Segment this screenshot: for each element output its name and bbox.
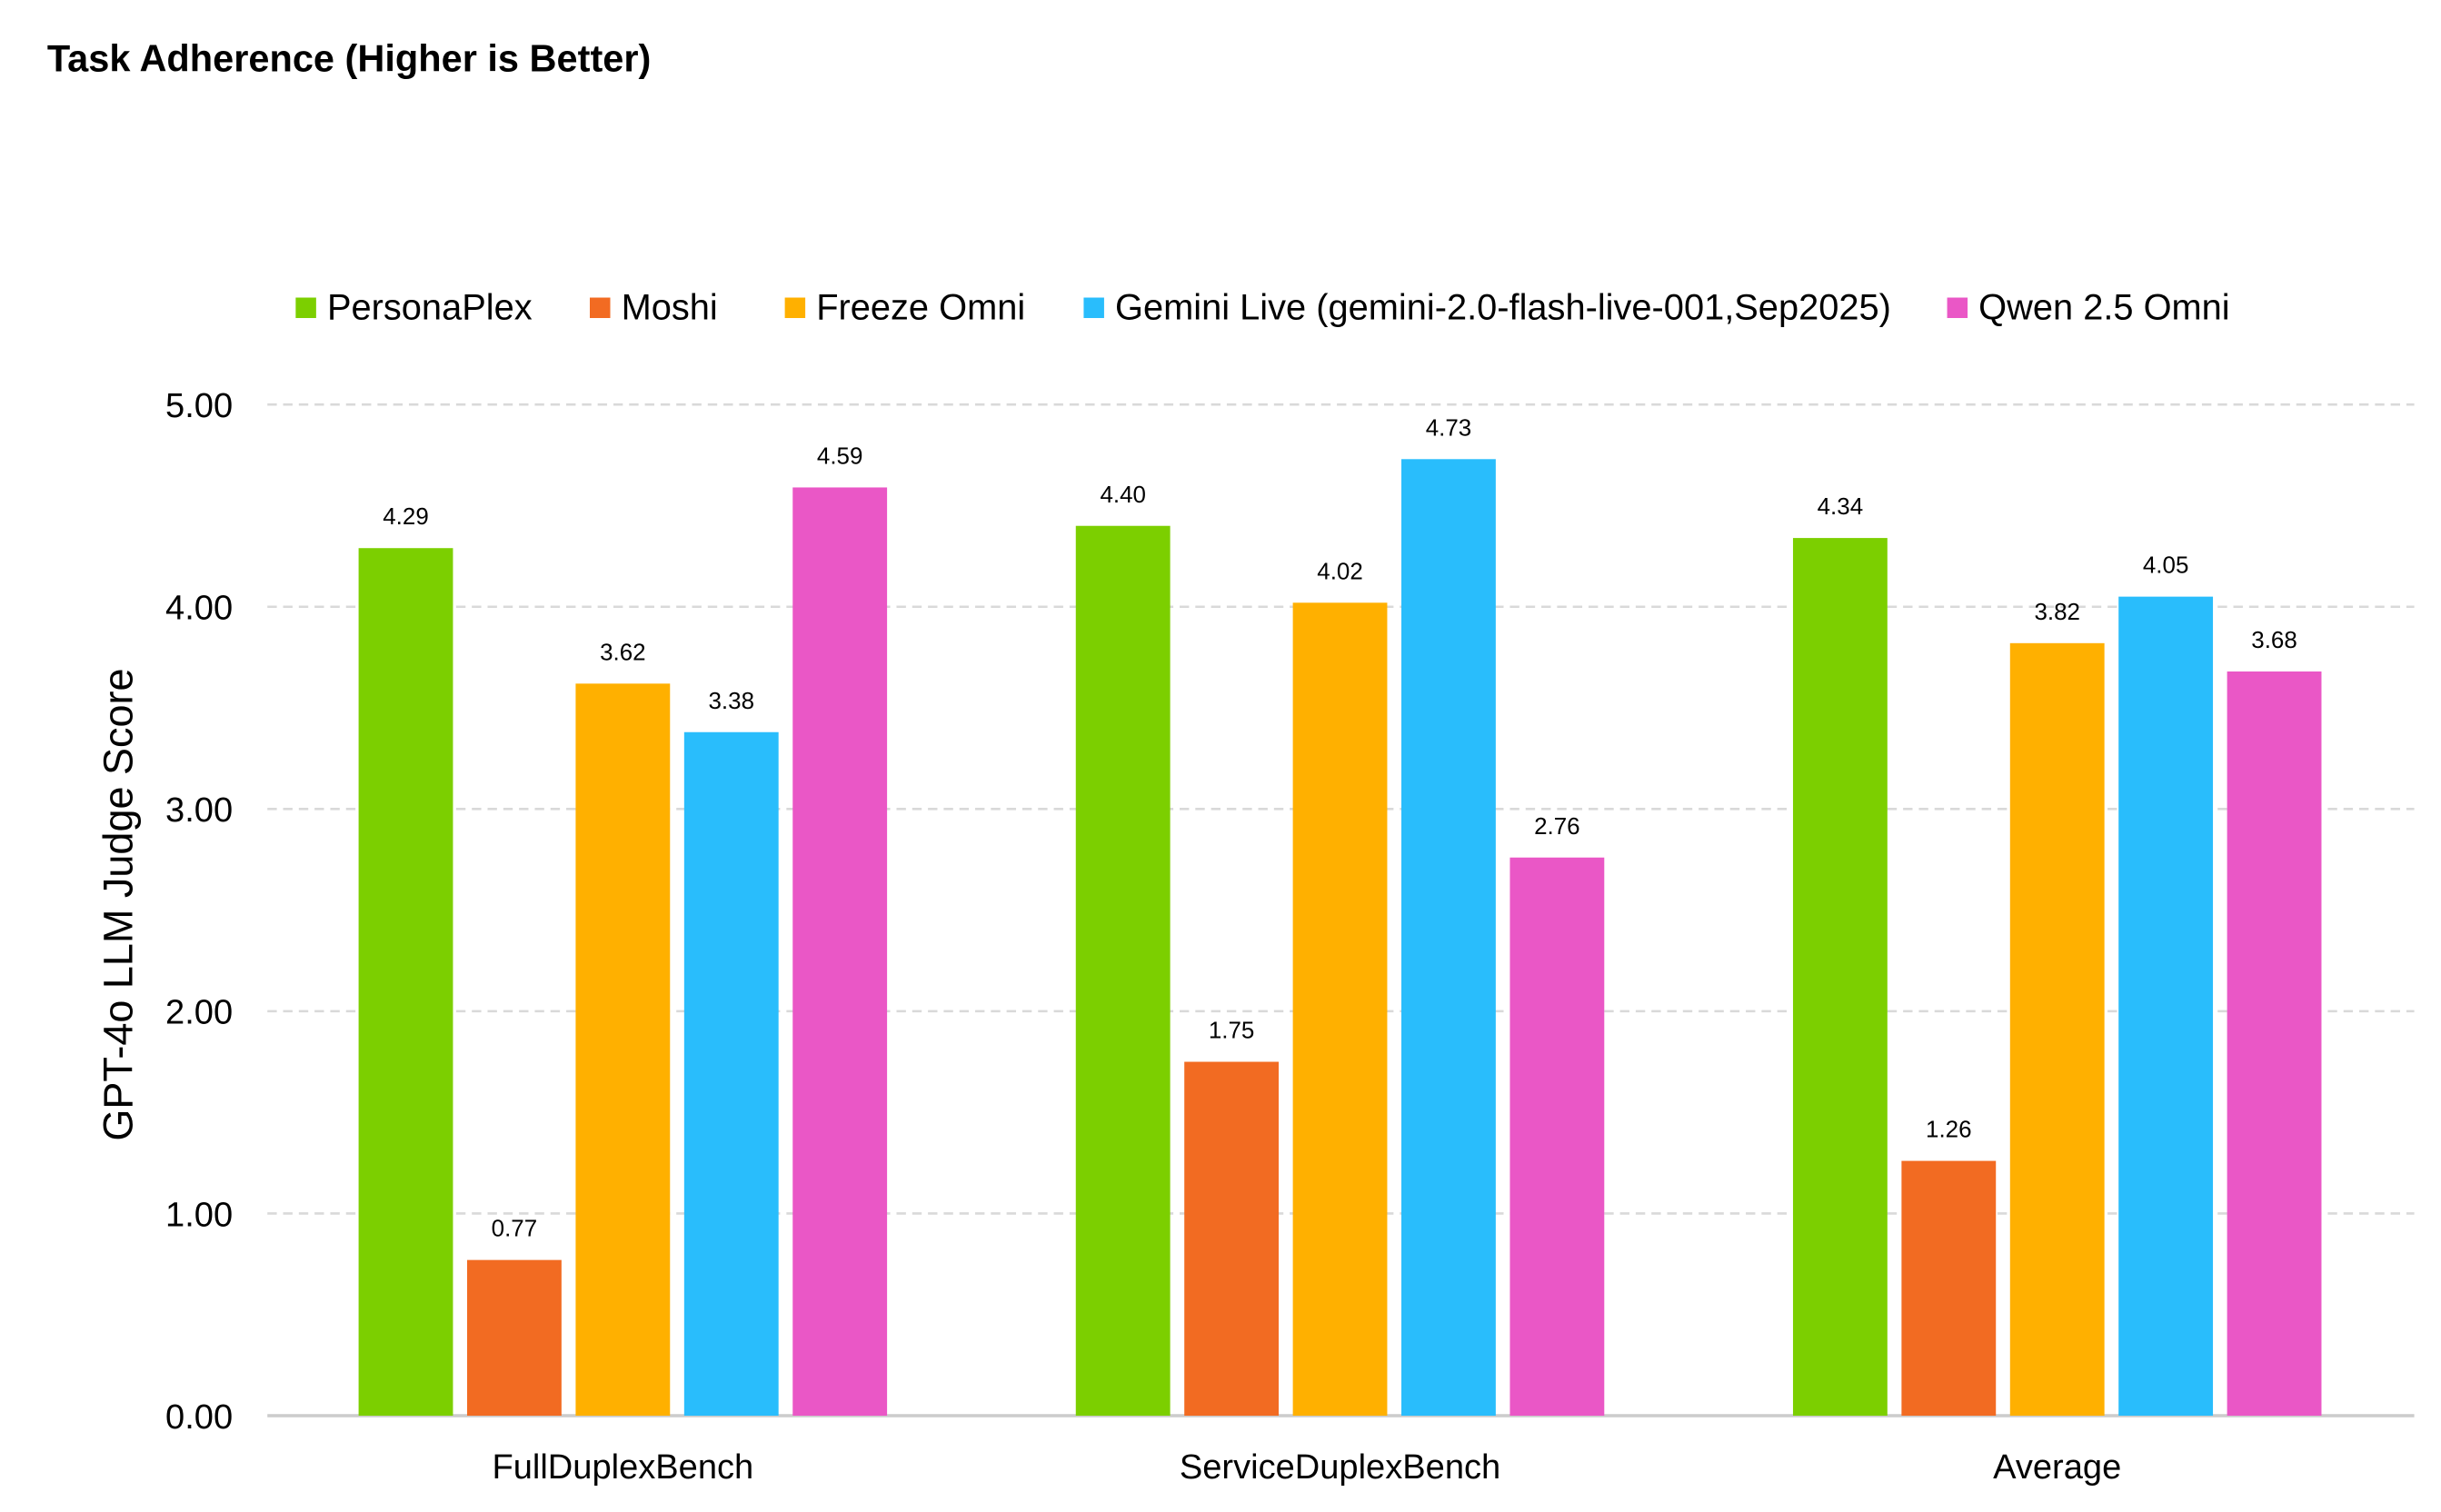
y-axis-label: GPT-4o LLM Judge Score [95, 669, 141, 1141]
x-axis-labels: FullDuplexBench ServiceDuplexBench Average [492, 1448, 2121, 1487]
legend-label: PersonaPlex [327, 288, 533, 328]
y-tick-label: 0.00 [165, 1398, 233, 1437]
legend-swatch [295, 297, 316, 319]
data-label: 2.76 [1534, 812, 1580, 840]
y-tick-label: 5.00 [165, 387, 233, 425]
legend-swatch [1083, 297, 1104, 319]
legend-swatch [1947, 297, 1968, 319]
bar-moshi [467, 1259, 562, 1417]
bar-qwen [2227, 671, 2322, 1417]
bar-qwen [1509, 857, 1605, 1417]
y-tick-label: 4.00 [165, 590, 233, 628]
legend: PersonaPlex Moshi Freeze Omni Gemini Live (… [295, 288, 2230, 328]
legend-label: Freeze Omni [816, 288, 1025, 328]
bar-personaplex [1792, 538, 1888, 1417]
y-tick-label: 3.00 [165, 791, 233, 830]
bar-gemini [2118, 596, 2214, 1417]
chart-title: Task Adherence (Higher is Better) [47, 36, 651, 79]
data-label: 1.26 [1926, 1116, 1972, 1143]
bar-gemini [1401, 459, 1496, 1417]
legend-label: Qwen 2.5 Omni [1978, 288, 2229, 328]
data-label: 3.62 [600, 638, 646, 665]
data-label: 4.73 [1426, 413, 1472, 441]
legend-label: Moshi [622, 288, 718, 328]
data-label: 4.29 [383, 502, 429, 530]
data-label: 4.40 [1100, 481, 1146, 508]
data-label: 4.05 [2143, 552, 2189, 579]
bar-freeze [575, 683, 671, 1417]
x-tick-label: Average [1993, 1448, 2121, 1487]
data-label: 1.75 [1209, 1017, 1255, 1044]
bar-freeze [2009, 642, 2105, 1417]
legend-swatch [784, 297, 806, 319]
data-label: 0.77 [492, 1215, 538, 1242]
data-label: 4.34 [1818, 492, 1864, 520]
data-label: 3.82 [2034, 598, 2080, 625]
data-label: 4.59 [817, 442, 863, 469]
bar-qwen [792, 487, 888, 1417]
bar-personaplex [358, 548, 453, 1417]
data-label: 3.68 [2251, 626, 2297, 653]
legend-swatch [590, 297, 611, 319]
y-tick-label: 2.00 [165, 994, 233, 1032]
x-tick-label: ServiceDuplexBench [1180, 1448, 1500, 1487]
bar-moshi [1184, 1061, 1280, 1417]
bars: 4.29 0.77 3.62 3.38 4.59 4.40 1.75 4.02 4.73 2.76… [358, 413, 2322, 1417]
bar-freeze [1292, 602, 1388, 1417]
bar-personaplex [1075, 525, 1171, 1417]
legend-label: Gemini Live (gemini-2.0-flash-live-001,S… [1115, 288, 1891, 328]
data-label: 4.02 [1317, 557, 1363, 584]
data-label: 3.38 [709, 687, 755, 714]
y-tick-label: 1.00 [165, 1196, 233, 1234]
bar-gemini [683, 731, 779, 1417]
bar-moshi [1901, 1160, 1997, 1417]
x-tick-label: FullDuplexBench [492, 1448, 753, 1487]
